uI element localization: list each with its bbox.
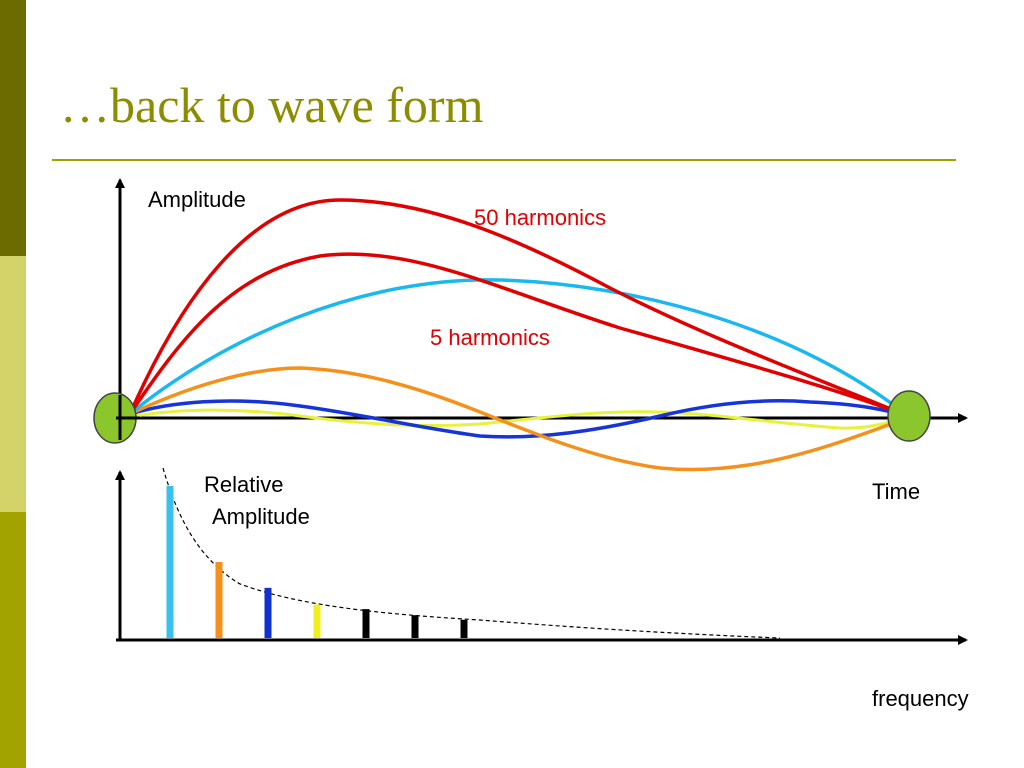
spectrum-y-axis-label-line2: Amplitude bbox=[212, 504, 310, 529]
curve-yellow-harmonic bbox=[129, 408, 909, 430]
spectrum-y-axis-label-line1: Relative bbox=[204, 472, 284, 497]
spectrum-bar-harmonic-5 bbox=[362, 609, 370, 638]
spectrum-bar-harmonic-4 bbox=[313, 604, 321, 638]
title-underline bbox=[52, 159, 956, 161]
waveform-y-axis-label: Amplitude bbox=[148, 187, 246, 212]
spectrum-bar-harmonic-6 bbox=[411, 615, 419, 638]
slide-title: …back to wave form bbox=[60, 77, 484, 133]
spectrum-bar-harmonic-1 bbox=[166, 486, 174, 638]
spectrum-bar-harmonic-7 bbox=[460, 619, 468, 638]
spectrum-bar-harmonic-2 bbox=[215, 562, 223, 638]
spectrum-envelope-curve bbox=[162, 467, 781, 639]
sidebar-block-mid bbox=[0, 512, 26, 768]
annotation-5-harmonics: 5 harmonics bbox=[430, 325, 550, 350]
curve-red-5-harmonics bbox=[128, 252, 909, 418]
sidebar-block-light bbox=[0, 256, 26, 512]
sidebar-decoration bbox=[0, 0, 26, 768]
spectrum-bars bbox=[166, 486, 468, 638]
sidebar-block-dark bbox=[0, 0, 26, 256]
spectrum-bar-harmonic-3 bbox=[264, 587, 272, 638]
annotation-50-harmonics: 50 harmonics bbox=[474, 205, 607, 230]
curve-red-50-harmonics bbox=[128, 198, 909, 418]
waveform-x-axis-label: Time bbox=[872, 479, 921, 504]
curve-cyan-fundamental bbox=[128, 278, 910, 418]
spectrum-x-axis-label: frequency bbox=[872, 686, 969, 711]
curve-orange-harmonic bbox=[129, 366, 909, 472]
end-endpoint-marker bbox=[887, 390, 931, 442]
